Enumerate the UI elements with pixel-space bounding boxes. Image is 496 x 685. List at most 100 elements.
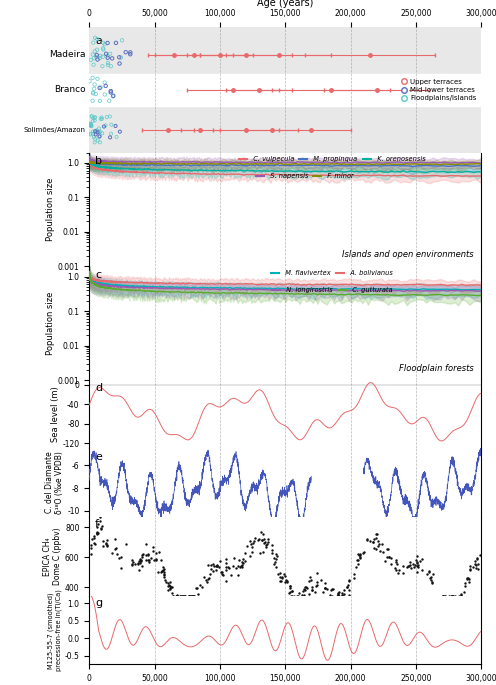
Point <box>218 566 226 577</box>
Point <box>268 540 276 551</box>
Point <box>94 127 102 138</box>
Point <box>89 37 97 48</box>
Point <box>387 558 395 569</box>
Point <box>89 73 97 84</box>
Point <box>283 575 291 586</box>
Point <box>93 34 101 45</box>
Point <box>372 529 380 540</box>
Point <box>360 547 368 558</box>
Point <box>177 590 185 601</box>
Point <box>194 588 202 599</box>
Point <box>222 564 230 575</box>
Point <box>93 45 101 55</box>
Point <box>319 586 327 597</box>
Point <box>107 86 115 97</box>
Point <box>258 535 266 546</box>
Point <box>241 547 248 558</box>
Point <box>457 590 465 601</box>
Point <box>90 132 98 142</box>
Point <box>467 564 475 575</box>
Point <box>96 127 104 138</box>
Point <box>101 39 109 50</box>
Point <box>169 590 177 601</box>
Point <box>225 563 233 574</box>
Point <box>404 560 412 571</box>
Point <box>239 557 247 568</box>
Point <box>99 540 107 551</box>
Point <box>286 580 294 591</box>
Point <box>104 58 112 68</box>
Point <box>206 564 214 575</box>
Point <box>370 534 378 545</box>
Point <box>272 562 280 573</box>
Point <box>256 547 264 558</box>
Point <box>98 521 106 532</box>
Point <box>355 549 363 560</box>
Point <box>288 585 296 596</box>
Point <box>392 556 400 567</box>
Point <box>243 541 250 552</box>
Point <box>155 546 163 557</box>
Point <box>136 553 144 564</box>
Point <box>166 582 174 593</box>
Point <box>321 577 329 588</box>
Point <box>91 538 99 549</box>
Point <box>160 570 168 581</box>
Point <box>149 545 157 556</box>
Point <box>103 540 111 551</box>
Point <box>306 571 314 582</box>
Point <box>382 551 390 562</box>
Point <box>166 576 174 587</box>
Text: b: b <box>95 156 102 166</box>
Point <box>144 549 152 560</box>
Point <box>97 113 105 124</box>
Point <box>190 590 198 601</box>
Point <box>300 584 308 595</box>
Point <box>241 556 249 566</box>
Point <box>87 54 95 65</box>
Point <box>383 543 391 554</box>
Point <box>372 532 380 543</box>
Point <box>103 112 111 123</box>
Point <box>278 571 286 582</box>
Point <box>91 79 99 90</box>
Point <box>122 47 129 58</box>
Point <box>350 569 358 580</box>
Point <box>180 590 187 601</box>
Text: Floodplain forests: Floodplain forests <box>398 364 473 373</box>
Point <box>218 566 226 577</box>
Point <box>258 534 266 545</box>
Point <box>96 53 104 64</box>
Point <box>103 534 111 545</box>
Point <box>278 572 286 583</box>
Bar <box>89 112 481 147</box>
Point <box>98 522 106 533</box>
Point <box>360 548 368 559</box>
Point <box>327 584 335 595</box>
Point <box>246 551 254 562</box>
Point <box>102 538 110 549</box>
Point <box>111 544 119 555</box>
Point <box>343 582 351 593</box>
Point <box>364 535 372 546</box>
Point <box>97 523 105 534</box>
Point <box>283 577 291 588</box>
Point <box>232 562 240 573</box>
Point <box>338 590 346 601</box>
Point <box>463 574 471 585</box>
Point <box>461 577 469 588</box>
Point <box>276 571 284 582</box>
Point <box>203 576 211 587</box>
Point <box>317 574 325 585</box>
Point <box>460 586 468 597</box>
Point <box>413 561 421 572</box>
Point <box>108 53 116 64</box>
Point <box>90 530 98 541</box>
Point <box>379 547 387 558</box>
Point <box>237 561 245 572</box>
Point <box>354 549 362 560</box>
Point <box>91 137 99 148</box>
Point <box>91 46 99 57</box>
Point <box>173 590 181 601</box>
Point <box>138 561 146 572</box>
